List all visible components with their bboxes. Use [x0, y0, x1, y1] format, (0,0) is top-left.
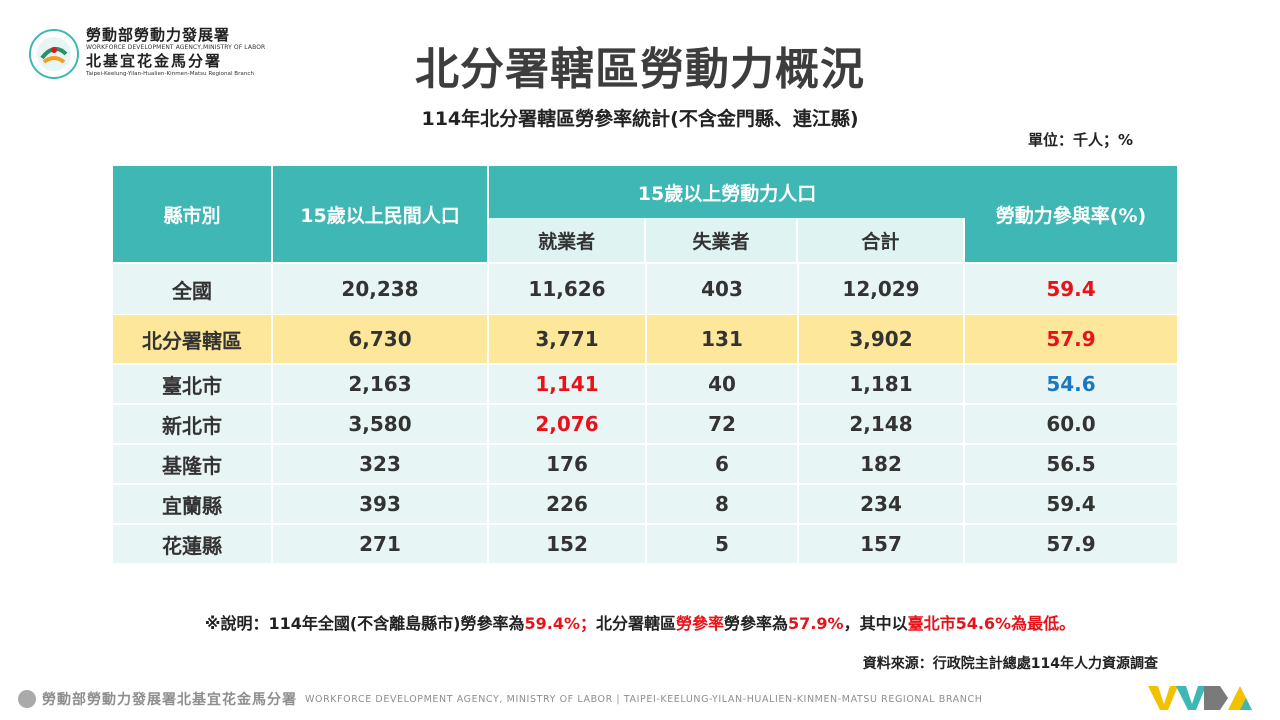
cell-total: 157 — [799, 525, 965, 563]
cell-rate: 54.6 — [1046, 372, 1096, 396]
agency-emblem-icon — [29, 29, 79, 79]
cell-employed: 152 — [489, 525, 647, 563]
table-header: 縣市別 15歲以上民間人口 15歲以上勞動力人口 就業者 失業者 合計 勞動力參… — [113, 166, 1177, 262]
cell-total: 182 — [799, 445, 965, 483]
brand-mark-icon — [1148, 686, 1252, 710]
logo-branch-zh: 北基宜花金馬分署 — [86, 52, 223, 70]
cell-total: 1,181 — [799, 365, 965, 403]
note-text: 勞參率為 — [724, 614, 789, 633]
cell-region: 宜蘭縣 — [113, 485, 273, 523]
footer: 勞動部勞動力發展署北基宜花金馬分署 WORKFORCE DEVELOPMENT … — [18, 688, 982, 710]
cell-rate: 56.5 — [1046, 452, 1096, 476]
cell-total: 234 — [799, 485, 965, 523]
cell-region: 臺北市 — [113, 365, 273, 403]
cell-total: 3,902 — [799, 315, 965, 363]
cell-total: 2,148 — [799, 405, 965, 443]
header-unemployed: 失業者 — [646, 218, 798, 262]
logo-branch-en: Taipei-Keelung-Yilan-Hualien-Kinmen-Mats… — [86, 71, 255, 77]
page-title: 北分署轄區勞動力概況 — [415, 44, 865, 95]
header-labor-force-group: 15歲以上勞動力人口 就業者 失業者 合計 — [489, 166, 965, 262]
note-national-rate: 59.4%； — [524, 614, 596, 633]
table-row: 基隆市 323 176 6 182 56.5 — [113, 445, 1177, 483]
cell-employed: 176 — [489, 445, 647, 483]
cell-rate: 59.4 — [1046, 277, 1096, 301]
cell-population: 3,580 — [273, 405, 489, 443]
table-row: 宜蘭縣 393 226 8 234 59.4 — [113, 485, 1177, 523]
header-rate: 勞動力參與率(%) — [965, 166, 1177, 262]
cell-employed: 226 — [489, 485, 647, 523]
cell-unemployed: 72 — [647, 405, 799, 443]
cell-population: 20,238 — [273, 264, 489, 314]
header-population: 15歲以上民間人口 — [273, 166, 489, 262]
cell-region: 新北市 — [113, 405, 273, 443]
explanation-note: ※說明：114年全國(不含離島縣市)勞參率為59.4%；北分署轄區勞參率勞參率為… — [0, 610, 1280, 634]
cell-population: 393 — [273, 485, 489, 523]
cell-unemployed: 5 — [647, 525, 799, 563]
table-row: 花蓮縣 271 152 5 157 57.9 — [113, 525, 1177, 563]
agency-logo: 勞動部勞動力發展署 WORKFORCE DEVELOPMENT AGENCY,M… — [28, 26, 278, 82]
cell-employed: 2,076 — [489, 405, 647, 443]
cell-region: 基隆市 — [113, 445, 273, 483]
cell-rate: 59.4 — [1046, 492, 1096, 516]
table-row: 全國 20,238 11,626 403 12,029 59.4 — [113, 264, 1177, 314]
cell-unemployed: 131 — [647, 315, 799, 363]
cell-region: 花蓮縣 — [113, 525, 273, 563]
data-source: 資料來源：行政院主計總處114年人力資源調查 — [862, 656, 1158, 672]
cell-employed: 11,626 — [489, 264, 647, 314]
header-total: 合計 — [797, 218, 963, 262]
cell-rate: 60.0 — [1046, 412, 1096, 436]
header-region: 縣市別 — [113, 166, 273, 262]
unit-label: 單位：千人；% — [1027, 131, 1133, 149]
agency-small-logo-icon — [18, 690, 36, 708]
footer-agency-zh: 勞動部勞動力發展署北基宜花金馬分署 — [42, 692, 297, 708]
cell-employed: 1,141 — [489, 365, 647, 403]
table-row: 臺北市 2,163 1,141 40 1,181 54.6 — [113, 365, 1177, 403]
logo-agency-en: WORKFORCE DEVELOPMENT AGENCY,MINISTRY OF… — [86, 44, 266, 51]
footer-agency-en: WORKFORCE DEVELOPMENT AGENCY, MINISTRY O… — [305, 693, 983, 705]
header-employed: 就業者 — [489, 218, 647, 262]
cell-unemployed: 40 — [647, 365, 799, 403]
table-row-highlight: 北分署轄區 6,730 3,771 131 3,902 57.9 — [113, 315, 1177, 363]
logo-agency-zh: 勞動部勞動力發展署 — [86, 26, 231, 44]
cell-population: 271 — [273, 525, 489, 563]
cell-region: 全國 — [113, 264, 273, 314]
note-highlight: 勞參率 — [676, 614, 725, 633]
note-branch-rate: 57.9% — [788, 614, 844, 633]
cell-population: 323 — [273, 445, 489, 483]
cell-rate: 57.9 — [1046, 532, 1096, 556]
table-row: 新北市 3,580 2,076 72 2,148 60.0 — [113, 405, 1177, 443]
cell-rate: 57.9 — [1046, 327, 1096, 351]
note-lowest: 臺北市54.6%為最低。 — [907, 614, 1076, 633]
cell-unemployed: 8 — [647, 485, 799, 523]
cell-region: 北分署轄區 — [113, 315, 273, 363]
cell-unemployed: 403 — [647, 264, 799, 314]
page-subtitle: 114年北分署轄區勞參率統計(不含金門縣、連江縣) — [421, 108, 859, 130]
note-text: ，其中以 — [843, 614, 908, 633]
note-text: ※說明：114年全國(不含離島縣市)勞參率為 — [204, 614, 525, 633]
cell-total: 12,029 — [799, 264, 965, 314]
header-labor-force: 15歲以上勞動力人口 — [489, 166, 965, 218]
cell-employed: 3,771 — [489, 315, 647, 363]
cell-population: 2,163 — [273, 365, 489, 403]
cell-unemployed: 6 — [647, 445, 799, 483]
cell-population: 6,730 — [273, 315, 489, 363]
note-text: 北分署轄區 — [596, 614, 677, 633]
